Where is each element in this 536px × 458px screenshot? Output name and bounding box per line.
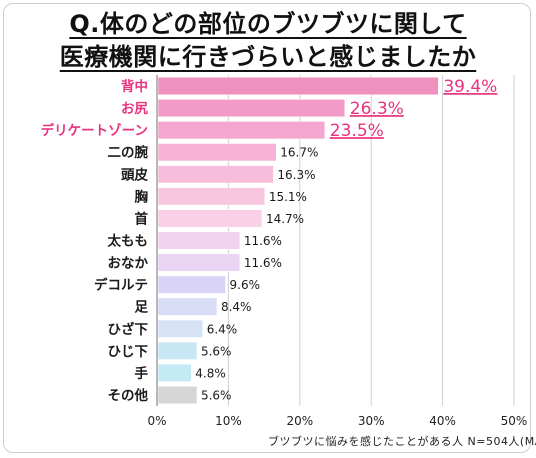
category-label: その他 <box>108 387 149 404</box>
value-label: 16.3% <box>277 168 315 182</box>
bar-14 <box>157 363 192 382</box>
category-label: 胸 <box>135 188 149 205</box>
bar-11 <box>157 297 218 316</box>
value-label: 6.4% <box>207 322 238 336</box>
x-tick-label: 30% <box>358 414 385 428</box>
x-tick-label: 10% <box>215 414 242 428</box>
x-tick-label: 50% <box>501 414 528 428</box>
value-label: 5.6% <box>201 388 232 402</box>
bar-5 <box>157 165 274 184</box>
value-label: 9.6% <box>230 278 261 292</box>
category-label: 頭皮 <box>121 166 148 183</box>
bar-9 <box>157 253 241 272</box>
value-label: 15.1% <box>269 190 307 204</box>
category-label: ひざ下 <box>108 321 149 338</box>
category-label: 二の腕 <box>108 144 149 161</box>
bar-13 <box>157 341 198 360</box>
category-label: ひじ下 <box>108 344 149 360</box>
bar-8 <box>157 231 241 250</box>
category-label: 手 <box>135 365 149 382</box>
value-label: 11.6% <box>244 256 282 270</box>
category-label: デコルテ <box>94 277 148 294</box>
category-label: デリケートゾーン <box>41 122 148 139</box>
value-label: 23.5% <box>330 121 384 141</box>
category-label: 足 <box>135 300 149 316</box>
bar-4 <box>157 143 277 162</box>
value-label: 14.7% <box>266 212 304 226</box>
bar-15 <box>157 385 198 404</box>
category-label: 太もも <box>108 233 149 250</box>
value-label: 4.8% <box>195 366 226 380</box>
category-label: お尻 <box>121 101 148 117</box>
value-label: 39.4% <box>443 77 497 97</box>
value-label: 5.6% <box>201 344 232 358</box>
category-label: おなか <box>108 256 149 272</box>
chart-footnote: ブツブツに悩みを感じたことがある人 N=504人(MA) <box>268 435 536 448</box>
category-label: 背中 <box>121 78 148 95</box>
category-label: 首 <box>135 210 149 227</box>
chart-title-line-2: 医療機関に行きづらいと感じましたか <box>59 43 477 71</box>
bar-10 <box>157 275 226 294</box>
value-label: 16.7% <box>280 146 318 160</box>
value-label: 11.6% <box>244 234 282 248</box>
value-label: 8.4% <box>221 300 252 314</box>
bar-1 <box>157 77 439 96</box>
chart-title-line-1: Q.体のどの部位のブツブツに関して <box>69 10 467 38</box>
bar-6 <box>157 187 266 206</box>
x-tick-label: 20% <box>286 414 313 428</box>
bar-3 <box>157 121 326 140</box>
value-label: 26.3% <box>350 99 404 119</box>
x-tick-label: 40% <box>429 414 456 428</box>
bar-12 <box>157 319 203 338</box>
bar-2 <box>157 99 346 118</box>
bar-7 <box>157 209 263 228</box>
x-tick-label: 0% <box>147 414 166 428</box>
